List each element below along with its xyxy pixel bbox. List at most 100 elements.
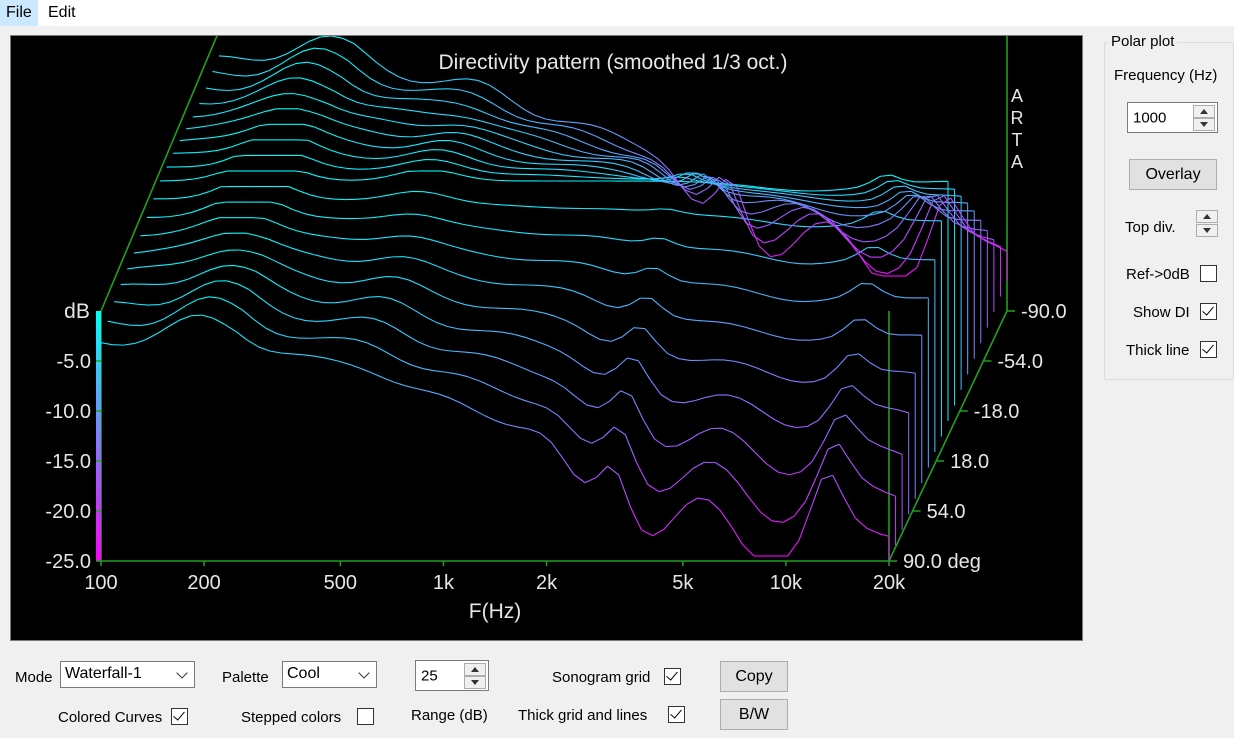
curve-segment [490,385,502,392]
curve-segment [286,47,299,55]
curve-segment [522,108,535,116]
curve-segment [887,333,900,336]
show-di-label: Show DI [1133,304,1190,321]
curve-segment [680,280,693,284]
curve-segment [655,341,668,354]
curve-segment [858,250,871,258]
mode-select[interactable]: Waterfall-1 [60,661,195,688]
curve-segment [748,289,760,295]
curve-segment [898,180,910,186]
curve-segment [856,427,869,441]
curve-segment [338,108,351,114]
thick-line-checkbox[interactable] [1200,341,1217,358]
curve-segment [462,124,475,128]
curve-segment [144,249,157,253]
frequency-spinner[interactable]: 1000 [1127,102,1218,133]
curve-segment [914,197,927,220]
curve-segment [941,209,954,223]
menu-edit[interactable]: Edit [48,4,76,21]
curve-segment [866,527,878,534]
range-spinner[interactable]: 25 [415,660,489,691]
curve-segment [464,104,477,110]
range-down-icon[interactable] [464,676,486,689]
range-up-icon[interactable] [464,663,486,676]
top-div-down-icon[interactable] [1196,224,1218,237]
curve-segment [860,256,873,274]
curve-segment [456,131,468,135]
bw-button[interactable]: B/W [720,699,788,730]
curve-segment [822,419,836,443]
curve-segment [384,119,396,123]
curve-segment [294,317,306,322]
curve-segment [653,237,665,240]
top-div-up-icon[interactable] [1196,210,1218,223]
curve-segment [675,243,688,248]
angle-tick-label: 18.0 [950,451,989,473]
curve-segment [368,104,380,108]
curve-segment [577,326,590,334]
curve-segment [615,357,628,369]
curve-segment [250,80,263,87]
show-di-checkbox[interactable] [1200,303,1217,320]
curve-segment [760,511,773,522]
curve-segment [390,107,403,110]
curve-segment [835,227,848,241]
curve-segment [316,320,329,322]
palette-value: Cool [287,665,320,682]
curve-segment [318,64,330,71]
curve-segment [488,84,501,93]
sonogram-grid-checkbox[interactable] [664,668,681,685]
curve-segment [736,287,749,291]
menu-file[interactable]: File [0,0,38,26]
curve-segment [169,214,181,218]
curve-segment [655,164,668,175]
curve-segment [586,404,599,409]
curve-segment [250,251,263,256]
curve-segment [523,153,536,158]
curve-segment [411,135,423,138]
curve-segment [350,111,362,116]
stepped-colors-checkbox[interactable] [357,708,374,725]
curve-segment [264,108,277,113]
curve-segment [356,296,369,300]
curve-segment [331,236,344,240]
frequency-up-icon[interactable] [1193,105,1215,118]
curve-segment [617,304,630,309]
frequency-down-icon[interactable] [1193,118,1215,131]
curve-segment [286,226,299,232]
curve-segment [491,203,503,206]
curve-segment [798,510,811,541]
curve-segment [665,445,678,448]
colored-curves-checkbox[interactable] [171,708,188,725]
copy-button[interactable]: Copy [720,661,788,692]
top-div-spinner[interactable] [1196,210,1220,237]
curve-segment [604,367,617,375]
curve-segment [107,320,119,324]
curve-segment [134,338,147,344]
curve-segment [755,200,767,203]
curve-segment [559,143,572,149]
y-axis-label: dB [64,300,90,323]
curve-segment [871,272,884,277]
curve-segment [802,381,814,383]
curve-segment [183,258,195,263]
curve-segment [350,316,362,319]
curve-segment [356,101,369,106]
curve-segment [772,222,784,226]
curve-segment [752,328,765,334]
thick-grid-checkbox[interactable] [668,706,685,723]
ref-0db-checkbox[interactable] [1200,265,1217,282]
curve-segment [242,114,254,119]
curve-segment [453,300,466,306]
curve-segment [694,396,707,402]
curve-segment [853,192,865,196]
curve-segment [599,338,612,342]
curve-segment [550,442,563,459]
curve-segment [716,215,728,218]
curve-segment [327,318,340,322]
palette-select[interactable]: Cool [282,661,377,688]
curve-segment [248,289,261,299]
curve-segment [608,237,620,241]
curve-segment [365,238,377,240]
overlay-button[interactable]: Overlay [1129,159,1217,190]
